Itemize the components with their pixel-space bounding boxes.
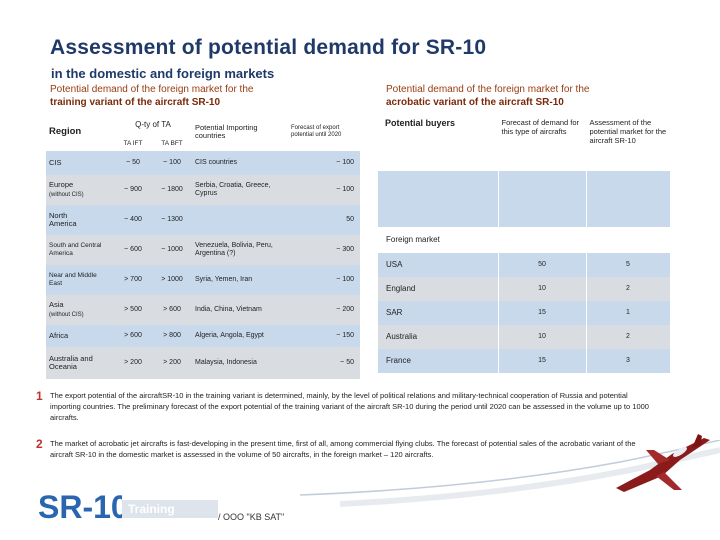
demand-cell: 15 [498,349,587,373]
table-row: Asia (without CIS) > 500 > 600 India, Chi… [46,295,360,325]
acrobatic-caption: Potential demand of the foreign market f… [386,83,706,109]
region-cell: CIS [46,151,114,175]
header-buyers: Potential buyers [378,113,499,171]
table-row: North America ~ 400 ~ 1300 50 [46,205,360,235]
bft-cell: ~ 100 [152,151,192,175]
forecast-cell: ~ 150 [288,325,360,347]
header-qty: Q-ty of TA [114,113,192,137]
assessment-cell: 5 [586,253,671,277]
ift-cell: > 700 [114,265,152,295]
acrobatic-caption-line2: acrobatic variant of the aircraft SR-10 [386,97,564,108]
ift-cell: ~ 900 [114,175,152,205]
foreign-market-label: Foreign market [378,227,671,253]
table-row: South and Central America ~ 600 ~ 1000 V… [46,235,360,265]
note-2-text: The market of acrobatic jet aircrafts is… [50,439,636,459]
table-row: France 15 3 [378,349,671,373]
country-cell: USA [378,253,499,277]
training-demand-table: Region Q-ty of TA Potential Importing co… [46,113,360,379]
assessment-cell: 3 [586,349,671,373]
bft-cell: > 1000 [152,265,192,295]
note-1-number: 1 [36,389,43,403]
countries-cell: Malaysia, Indonesia [192,347,288,379]
bft-cell: > 200 [152,347,192,379]
header-assessment: Assessment of the potential market for t… [586,113,671,171]
table-row: CIS ~ 50 ~ 100 CIS countries ~ 100 [46,151,360,175]
region-cell: Europe (without CIS) [46,175,114,205]
company-name: / OOO "KB SAT" [218,512,285,522]
acrobatic-caption-line1: Potential demand of the foreign market f… [386,84,590,95]
region-cell: Australia and Oceania [46,347,114,379]
bft-cell: > 600 [152,295,192,325]
bft-cell: ~ 1000 [152,235,192,265]
table-row: England 10 2 [378,277,671,301]
forecast-cell: ~ 100 [288,151,360,175]
bft-cell: > 800 [152,325,192,347]
header-ta-ift: TA IFT [114,137,152,151]
country-cell: Australia [378,325,499,349]
country-cell: England [378,277,499,301]
bft-cell: ~ 1300 [152,205,192,235]
jet-aircraft-icon [616,434,710,492]
header-potential: Potential Importing countries [192,113,288,151]
forecast-cell: ~ 100 [288,265,360,295]
region-cell: South and Central America [46,235,114,265]
table-row: USA 50 5 [378,253,671,277]
acrobatic-demand-table: Potential buyers Forecast of demand for … [378,113,671,373]
note-1-text: The export potential of the aircraftSR-1… [50,391,649,422]
ift-cell: ~ 600 [114,235,152,265]
training-aircraft-tag: Training aircraft [122,500,218,530]
header-ta-bft: TA BFT [152,137,192,151]
table-row: Africa > 600 > 800 Algeria, Angola, Egyp… [46,325,360,347]
svg-text:SR-10: SR-10 [38,489,122,524]
header-forecast: Forecast of export potential until 2020 [288,113,360,151]
forecast-cell: 50 [288,205,360,235]
region-cell: Near and Middle East [46,265,114,295]
countries-cell: Serbia, Croatia, Greece, Cyprus [192,175,288,205]
blank-row [378,171,671,199]
region-cell: North America [46,205,114,235]
table-row: Australia and Oceania > 200 > 200 Malays… [46,347,360,379]
forecast-cell: ~ 300 [288,235,360,265]
ift-cell: > 600 [114,325,152,347]
forecast-cell: ~ 50 [288,347,360,379]
countries-cell: Syria, Yemen, Iran [192,265,288,295]
country-cell: SAR [378,301,499,325]
countries-cell: Venezuela, Bolivia, Peru, Argentina (?) [192,235,288,265]
page-subtitle: in the domestic and foreign markets [51,66,275,81]
demand-cell: 10 [498,325,587,349]
training-caption-line1: Potential demand of the foreign market f… [50,84,254,95]
page-title: Assessment of potential demand for SR-10 [50,36,487,59]
table-row: Near and Middle East > 700 > 1000 Syria,… [46,265,360,295]
region-cell: Asia (without CIS) [46,295,114,325]
countries-cell [192,205,288,235]
table-row: Australia 10 2 [378,325,671,349]
bft-cell: ~ 1800 [152,175,192,205]
region-cell: Africa [46,325,114,347]
table-row: Europe (without CIS) ~ 900 ~ 1800 Serbia,… [46,175,360,205]
demand-cell: 50 [498,253,587,277]
header-region: Region [46,113,114,151]
demand-cell: 10 [498,277,587,301]
note-2-number: 2 [36,437,43,451]
training-caption: Potential demand of the foreign market f… [50,83,350,109]
countries-cell: Algeria, Angola, Egypt [192,325,288,347]
table-row: SAR 15 1 [378,301,671,325]
country-cell: France [378,349,499,373]
countries-cell: India, China, Vietnam [192,295,288,325]
assessment-cell: 1 [586,301,671,325]
sr10-logo: SR-10 [38,489,122,524]
forecast-cell: ~ 100 [288,175,360,205]
ift-cell: ~ 400 [114,205,152,235]
training-caption-line2: training variant of the aircraft SR-10 [50,97,221,108]
ift-cell: ~ 50 [114,151,152,175]
ift-cell: > 200 [114,347,152,379]
demand-cell: 15 [498,301,587,325]
header-demand-forecast: Forecast of demand for this type of airc… [498,113,587,171]
countries-cell: CIS countries [192,151,288,175]
assessment-cell: 2 [586,325,671,349]
assessment-cell: 2 [586,277,671,301]
blank-row [378,199,671,227]
forecast-cell: ~ 200 [288,295,360,325]
ift-cell: > 500 [114,295,152,325]
